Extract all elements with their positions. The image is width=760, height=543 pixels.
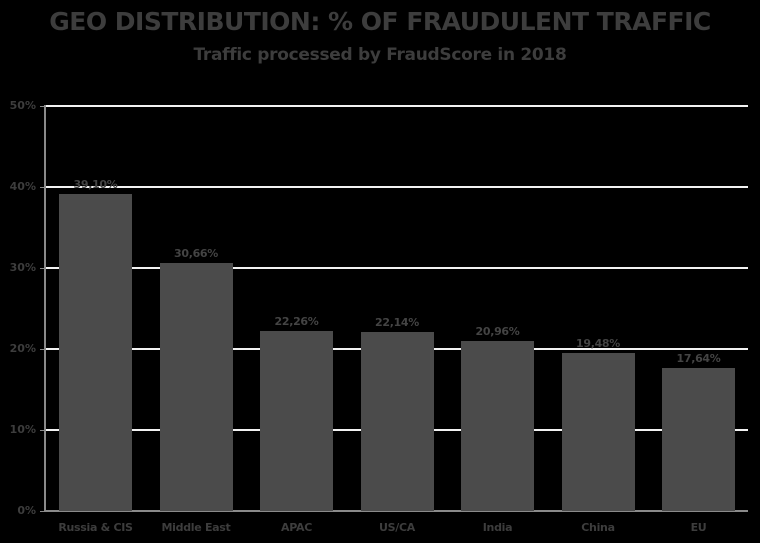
x-category-label: APAC xyxy=(281,521,312,534)
y-tick xyxy=(40,511,45,512)
bar-value-label: 22,26% xyxy=(274,314,319,328)
y-tick xyxy=(40,187,45,188)
y-axis-line xyxy=(44,105,46,512)
gridline xyxy=(45,267,748,269)
y-tick-label: 10% xyxy=(9,423,36,436)
bar xyxy=(662,368,735,511)
bar xyxy=(260,330,333,511)
x-category-label: India xyxy=(482,521,513,534)
y-tick-label: 40% xyxy=(9,180,36,193)
bar xyxy=(159,262,233,511)
y-tick xyxy=(40,268,45,269)
bar xyxy=(360,331,434,511)
gridline xyxy=(45,186,748,188)
x-axis-line xyxy=(44,510,748,512)
bar-value-label: 20,96% xyxy=(475,325,520,339)
x-category-label: Middle East xyxy=(161,521,231,534)
bar-value-label: 22,14% xyxy=(374,315,419,329)
x-category-label: Russia & CIS xyxy=(58,521,133,534)
chart-subtitle: Traffic processed by FraudScore in 2018 xyxy=(193,45,567,65)
bar xyxy=(461,341,534,511)
x-category-label: US/CA xyxy=(379,521,415,534)
y-tick xyxy=(40,430,45,431)
x-category-label: China xyxy=(581,521,615,534)
bar-value-label: 17,64% xyxy=(676,352,721,366)
bar-value-label: 19,48% xyxy=(575,337,620,351)
y-tick xyxy=(40,106,45,107)
y-tick-label: 30% xyxy=(9,261,36,274)
y-tick xyxy=(40,349,45,350)
y-tick-label: 20% xyxy=(9,342,36,355)
bar-value-label: 30,66% xyxy=(173,246,218,260)
x-category-label: EU xyxy=(690,521,707,534)
y-tick-label: 50% xyxy=(9,99,36,112)
y-tick-label: 0% xyxy=(17,504,36,517)
chart-title: GEO DISTRIBUTION: % OF FRAUDULENT TRAFFI… xyxy=(49,7,711,36)
gridline xyxy=(45,105,748,107)
bar xyxy=(561,353,635,511)
bar xyxy=(59,194,132,511)
bar-value-label: 39,10% xyxy=(73,178,118,192)
